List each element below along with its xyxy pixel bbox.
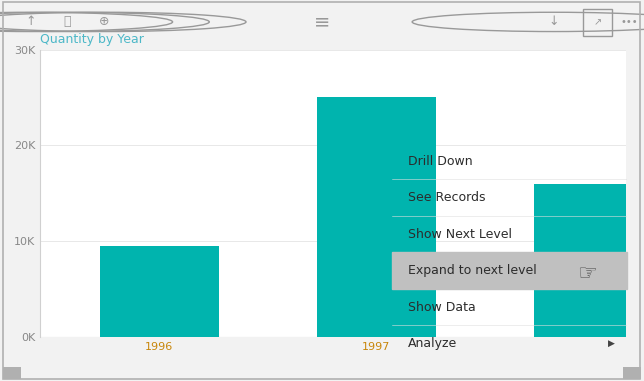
Bar: [100, 246, 219, 337]
Text: Drill Down: Drill Down: [408, 155, 473, 168]
Bar: [3, 367, 21, 379]
Text: ⊕: ⊕: [99, 15, 109, 29]
Text: Expand to next level: Expand to next level: [408, 264, 536, 277]
Text: ↓: ↓: [549, 15, 559, 29]
Text: ⤾: ⤾: [64, 15, 71, 29]
Text: Show Data: Show Data: [408, 301, 476, 314]
Bar: [534, 184, 644, 337]
Text: See Records: See Records: [408, 191, 486, 204]
Text: ↗: ↗: [594, 17, 601, 27]
Text: ≡: ≡: [314, 13, 330, 31]
Text: Show Next Level: Show Next Level: [408, 228, 512, 241]
Text: Analyze: Analyze: [408, 337, 457, 350]
Text: ▶: ▶: [608, 339, 615, 348]
Bar: [392, 253, 627, 289]
Text: Quantity by Year: Quantity by Year: [40, 33, 144, 46]
Bar: [623, 367, 641, 379]
Bar: [317, 98, 436, 337]
Text: •••: •••: [620, 17, 638, 27]
Text: ☞: ☞: [578, 264, 598, 285]
Text: ↑: ↑: [26, 15, 36, 29]
